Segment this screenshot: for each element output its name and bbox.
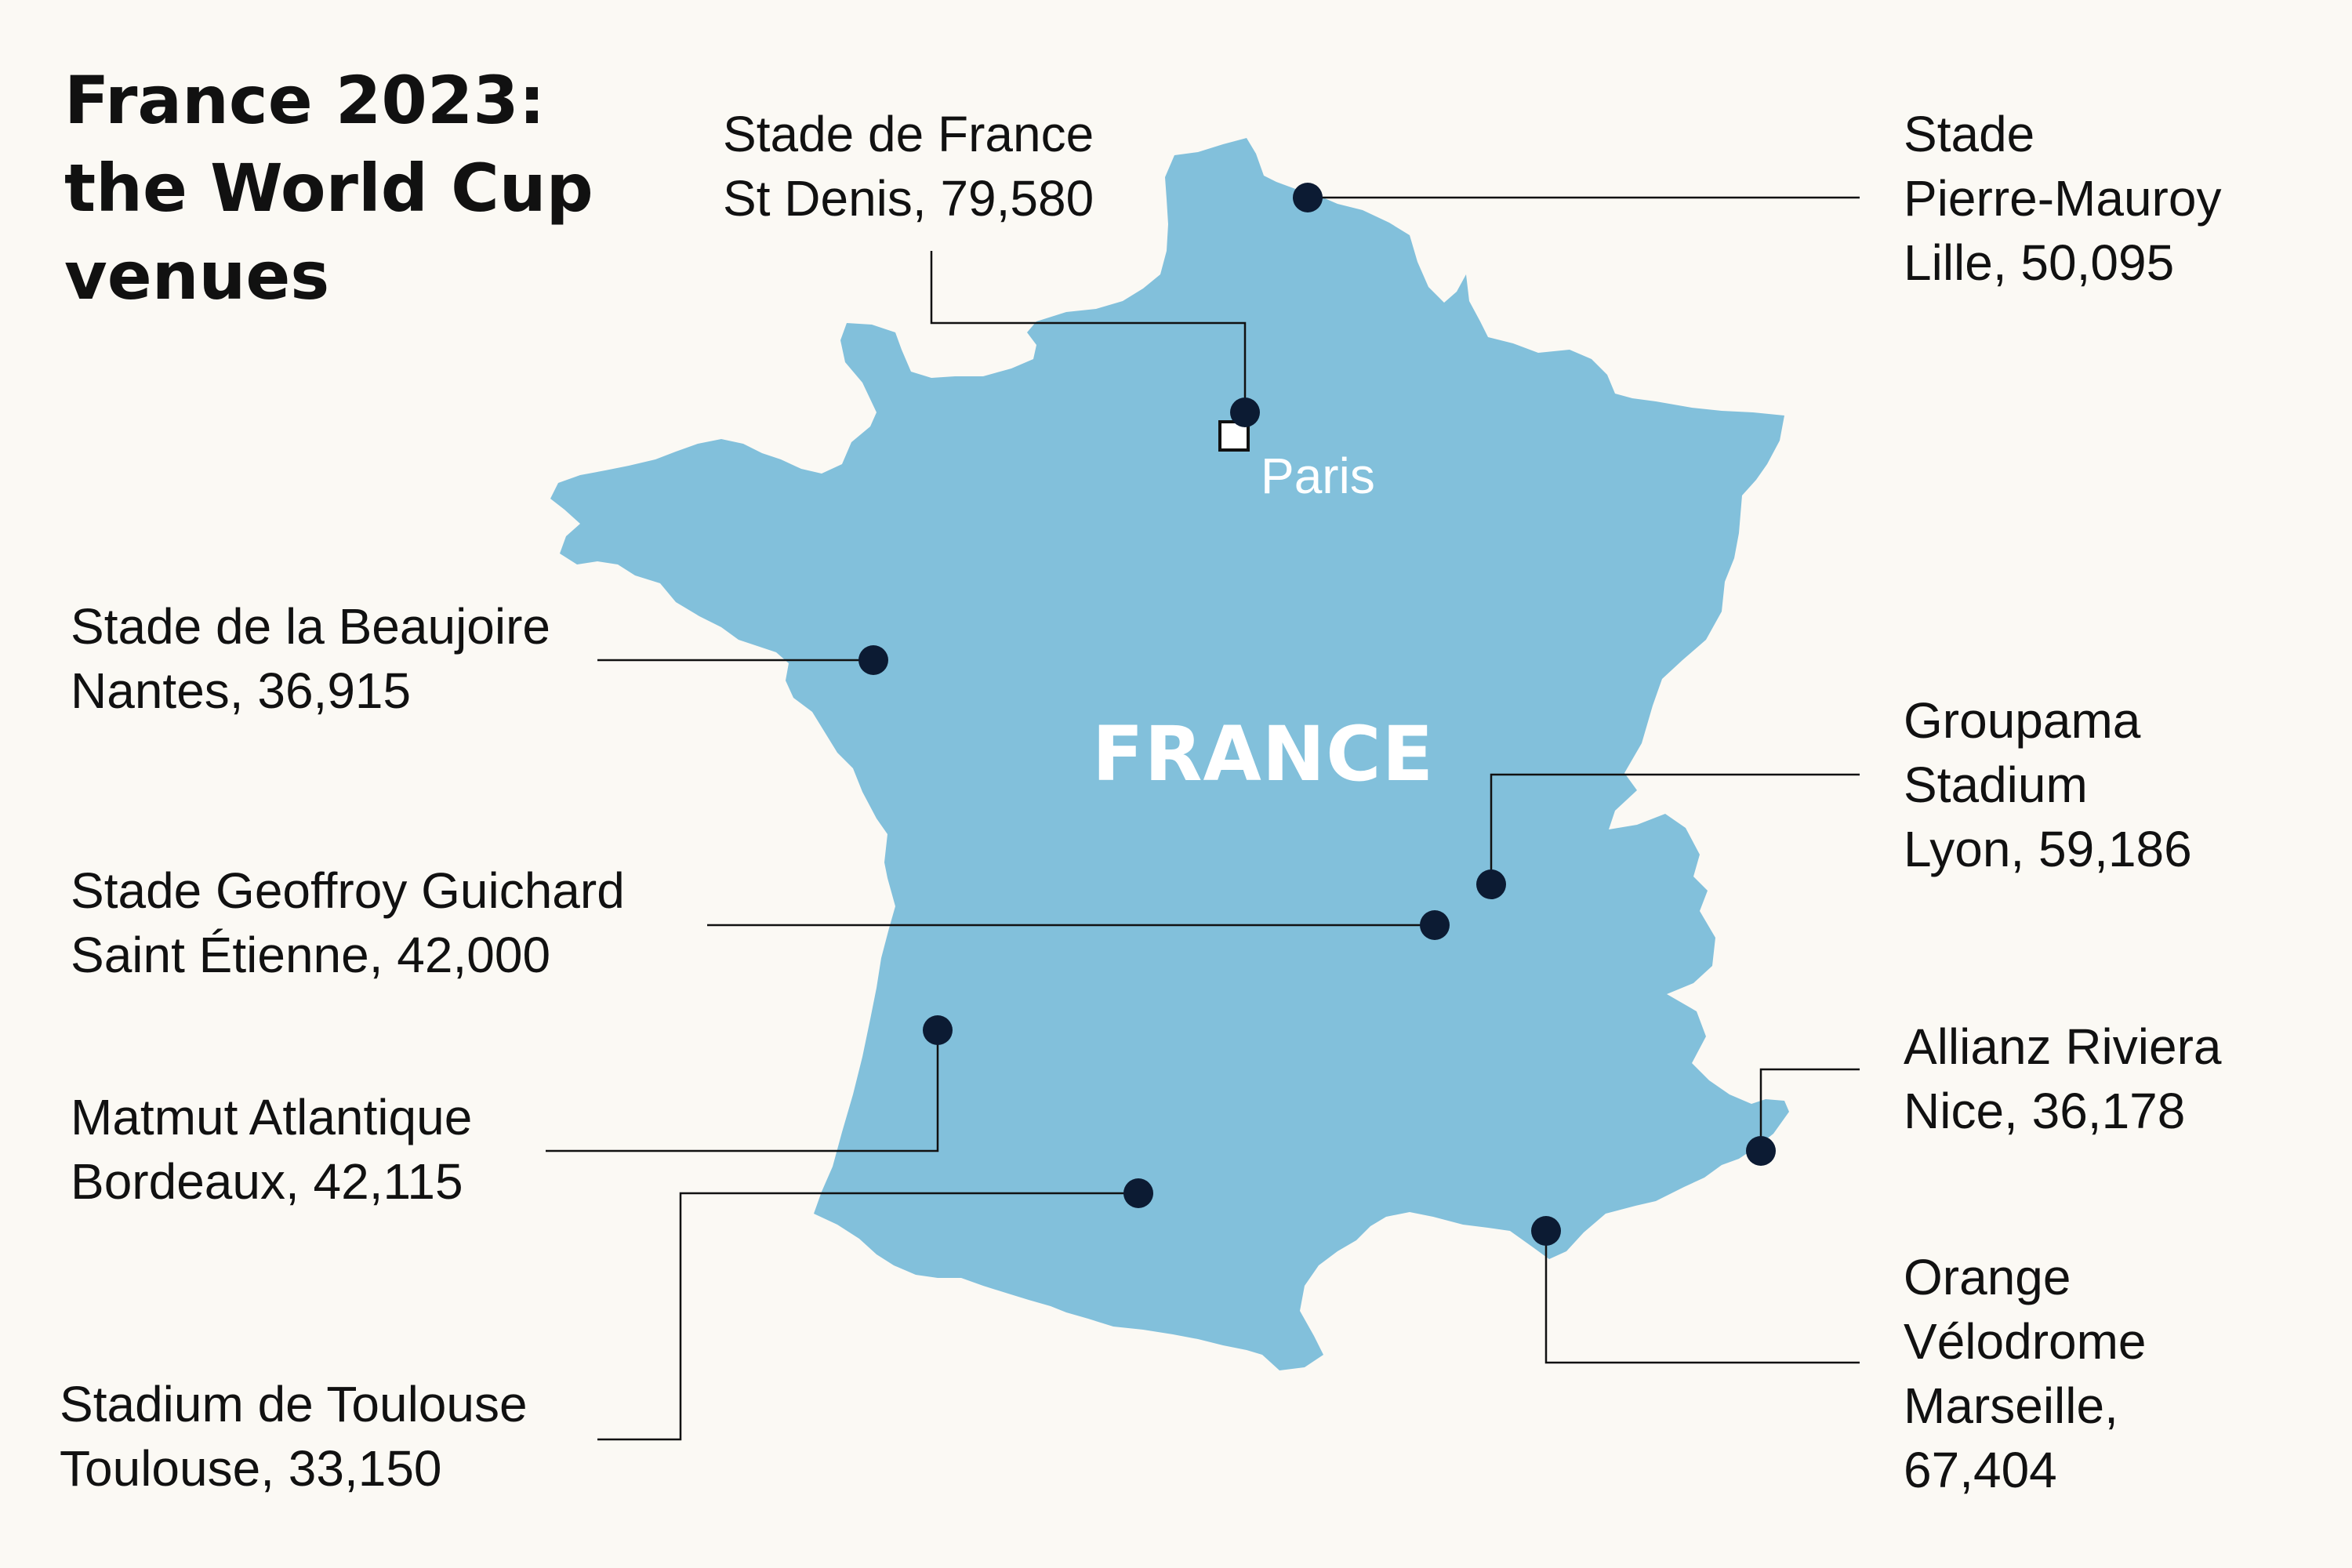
venue-location: Bordeaux, 42,115 bbox=[71, 1153, 463, 1210]
leader-matmut bbox=[546, 1030, 939, 1152]
venue-location: Toulouse, 33,150 bbox=[60, 1440, 442, 1497]
label-geoffroy-guichard: Stade Geoffroy Guichard Saint Étienne, 4… bbox=[71, 858, 625, 987]
map-title: France 2023: the World Cup venues bbox=[64, 56, 691, 320]
venue-name: Allianz Riviera bbox=[1904, 1018, 2222, 1075]
label-pierre-mauroy: Stade Pierre-Mauroy Lille, 50,095 bbox=[1904, 102, 2221, 295]
title-line-2: the World Cup bbox=[64, 150, 593, 227]
venue-name: Pierre-Mauroy bbox=[1904, 170, 2222, 227]
marker-matmut bbox=[923, 1015, 953, 1045]
marker-toulouse bbox=[1123, 1178, 1153, 1208]
france-landmass bbox=[550, 138, 1789, 1370]
leader-stade-de-france bbox=[930, 251, 1247, 412]
marker-allianz bbox=[1746, 1136, 1776, 1166]
label-groupama: Groupama Stadium Lyon, 59,186 bbox=[1904, 688, 2192, 881]
venue-location: Saint Étienne, 42,000 bbox=[71, 927, 551, 983]
title-line-3: venues bbox=[64, 238, 330, 314]
venue-location: Lyon, 59,186 bbox=[1904, 821, 2192, 877]
venue-name: Stade de la Beaujoire bbox=[71, 598, 550, 655]
leader-lines bbox=[546, 196, 1860, 1441]
venue-location: Lille, 50,095 bbox=[1904, 234, 2175, 291]
marker-stade-de-france bbox=[1230, 397, 1260, 427]
venue-name: Stadium bbox=[1904, 757, 2088, 813]
label-matmut: Matmut Atlantique Bordeaux, 42,115 bbox=[71, 1085, 472, 1214]
leader-allianz bbox=[1759, 1068, 1860, 1151]
label-velodrome: Orange Vélodrome Marseille, 67,404 bbox=[1904, 1245, 2147, 1502]
label-beaujoire: Stade de la Beaujoire Nantes, 36,915 bbox=[71, 594, 550, 723]
venue-location: Marseille, bbox=[1904, 1377, 2118, 1434]
venue-name: Stadium de Toulouse bbox=[60, 1376, 528, 1432]
venue-name: Stade bbox=[1904, 106, 2035, 162]
venue-location: Nice, 36,178 bbox=[1904, 1083, 2186, 1139]
marker-velodrome bbox=[1531, 1216, 1561, 1246]
marker-geoffroy-guichard bbox=[1420, 910, 1450, 940]
venue-name: Groupama bbox=[1904, 692, 2141, 749]
venue-name: Stade de France bbox=[723, 106, 1094, 162]
marker-groupama bbox=[1476, 869, 1506, 899]
venue-name: Vélodrome bbox=[1904, 1313, 2147, 1370]
venue-location: St Denis, 79,580 bbox=[723, 170, 1094, 227]
leader-toulouse bbox=[597, 1192, 1138, 1441]
venue-name: Orange bbox=[1904, 1249, 2071, 1305]
marker-beaujoire bbox=[858, 645, 888, 675]
title-line-1: France 2023: bbox=[64, 62, 546, 139]
venue-name: Matmut Atlantique bbox=[71, 1089, 473, 1145]
label-toulouse: Stadium de Toulouse Toulouse, 33,150 bbox=[60, 1372, 528, 1501]
stadium-markers bbox=[858, 183, 1776, 1246]
venue-location: 67,404 bbox=[1904, 1442, 2057, 1498]
leader-groupama bbox=[1490, 773, 1860, 884]
label-allianz: Allianz Riviera Nice, 36,178 bbox=[1904, 1014, 2221, 1143]
capital-label: Paris bbox=[1261, 448, 1375, 504]
venue-name: Stade Geoffroy Guichard bbox=[71, 862, 625, 919]
marker-pierre-mauroy bbox=[1293, 183, 1323, 212]
label-stade-de-france: Stade de France St Denis, 79,580 bbox=[723, 102, 1094, 230]
venue-location: Nantes, 36,915 bbox=[71, 662, 412, 719]
leader-velodrome bbox=[1544, 1231, 1860, 1364]
country-label: FRANCE bbox=[1092, 710, 1435, 798]
